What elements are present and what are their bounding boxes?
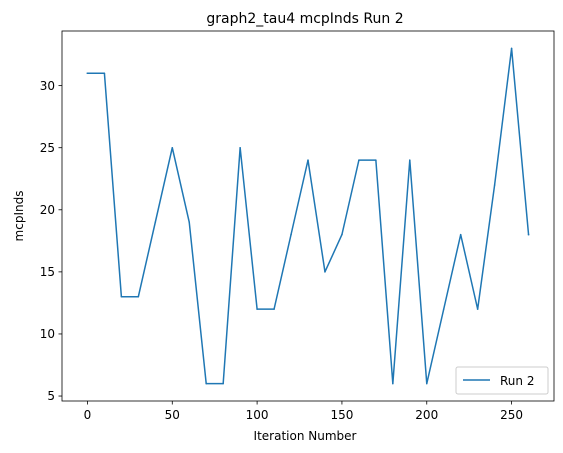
data-point — [154, 221, 157, 223]
y-tick-label: 10 — [40, 327, 55, 341]
data-point — [137, 295, 140, 298]
data-point — [476, 308, 479, 310]
x-tick-label: 50 — [165, 408, 180, 422]
y-axis-title: mcpInds — [12, 191, 26, 242]
data-point — [375, 159, 377, 161]
data-point — [510, 47, 513, 50]
legend: Run 2 — [455, 366, 549, 395]
y-tick-label: 15 — [40, 265, 55, 279]
y-tick-label: 5 — [47, 389, 55, 403]
data-point — [324, 271, 326, 273]
data-point — [527, 233, 530, 236]
y-tick-label: 25 — [40, 141, 55, 155]
x-tick-label: 200 — [415, 408, 438, 422]
data-point — [358, 159, 360, 161]
data-point — [120, 295, 123, 298]
x-tick-label: 100 — [246, 408, 269, 422]
data-point — [205, 382, 207, 385]
x-tick-label: 250 — [500, 408, 523, 422]
data-point — [493, 184, 496, 186]
chart-title: graph2_tau4 mcpInds Run 2 — [206, 11, 403, 27]
y-tick-label: 20 — [40, 203, 55, 217]
data-point — [409, 159, 411, 161]
x-tick-label: 0 — [84, 408, 92, 422]
data-point — [171, 146, 174, 149]
plot-frame — [61, 30, 555, 402]
data-point — [256, 308, 258, 310]
data-point — [188, 221, 190, 223]
data-point — [273, 308, 275, 310]
data-point — [426, 382, 428, 385]
x-axis-title: Iteration Number — [254, 429, 357, 443]
plot-background — [62, 31, 554, 401]
data-point — [103, 72, 106, 74]
data-point — [442, 308, 445, 310]
data-point — [239, 146, 241, 149]
x-axis-ticks: 0 50 100 150 200 250 — [84, 401, 523, 422]
data-point — [222, 382, 224, 385]
series-layer — [86, 47, 530, 385]
y-axis-ticks: 5 10 15 20 25 30 — [40, 79, 62, 403]
data-point — [459, 233, 462, 236]
y-tick-label: 30 — [40, 79, 55, 93]
legend-label: Run 2 — [500, 374, 534, 388]
data-point — [307, 159, 309, 161]
data-point — [290, 233, 292, 236]
x-tick-label: 150 — [330, 408, 353, 422]
data-point — [392, 382, 394, 385]
legend-box — [455, 366, 549, 395]
plot-area — [62, 31, 554, 401]
data-point — [86, 72, 89, 74]
data-point — [341, 233, 343, 236]
